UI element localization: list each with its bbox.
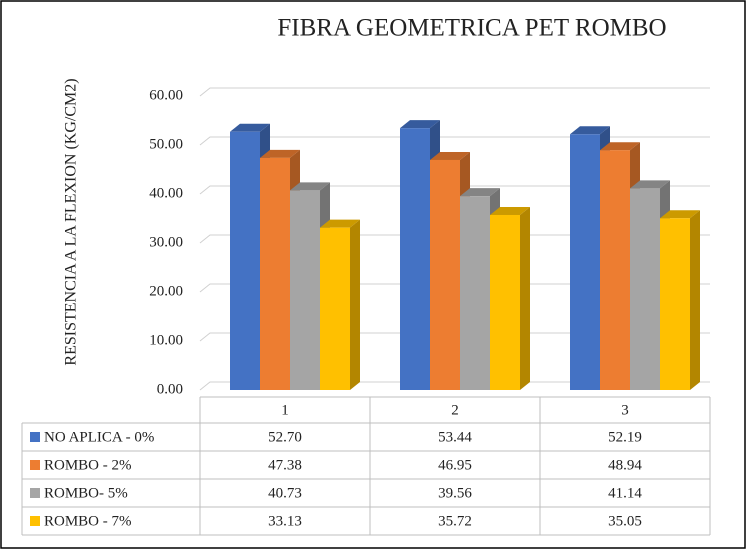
y-tick-label: 40.00 [149,185,183,201]
bar-top [600,142,640,151]
bar [600,150,630,390]
y-tick-label: 50.00 [149,136,183,152]
x-tick-label: 2 [451,402,459,418]
table-value: 47.38 [268,457,302,473]
bar-side [690,210,700,390]
bar [660,218,690,390]
grid-line [199,87,710,97]
bar [320,227,350,390]
table-value: 46.95 [438,457,472,473]
bar [460,196,490,390]
bar [230,131,260,390]
bar [260,157,290,390]
bar-top [320,219,360,228]
legend-swatch [30,432,40,442]
legend-label: ROMBO - 7% [44,513,132,529]
bar-top [570,126,610,135]
table-value: 33.13 [268,513,302,529]
chart-title: FIBRA GEOMETRICA PET ROMBO [277,15,666,42]
table-value: 39.56 [438,485,472,501]
y-tick-label: 10.00 [149,332,183,348]
bar-top [490,206,530,215]
bar [490,214,520,390]
x-tick-label: 3 [621,402,629,418]
bar-top [430,151,470,160]
y-tick-label: 60.00 [149,87,183,103]
table-value: 53.44 [438,429,472,445]
grid-line [199,234,710,244]
table-value: 48.94 [608,457,642,473]
grid-line [199,283,710,293]
legend-swatch [30,516,40,526]
bar-top [400,120,440,129]
grid-line [199,136,710,146]
bar [570,134,600,390]
y-tick-label: 0.00 [157,381,183,397]
bar-side [520,206,530,390]
bar-top [260,149,300,158]
table-value: 52.19 [608,429,642,445]
bar [630,188,660,390]
table-value: 35.05 [608,513,642,529]
table-value: 35.72 [438,513,472,529]
bar-top [630,180,670,189]
bar-top [230,123,270,132]
bar-top [290,182,330,191]
y-tick-label: 30.00 [149,234,183,250]
grid-line [199,381,710,391]
bar-top [660,210,700,219]
legend-label: ROMBO- 5% [44,485,128,501]
legend-label: ROMBO - 2% [44,457,132,473]
legend-label: NO APLICA - 0% [44,429,154,445]
grid-line [199,185,710,195]
x-tick-label: 1 [281,402,289,418]
y-axis-label: RESISTENCIA A LA FLEXION (KG/CM2) [63,78,80,365]
y-tick-label: 20.00 [149,283,183,299]
legend-swatch [30,488,40,498]
legend-swatch [30,460,40,470]
bar [430,159,460,390]
table-value: 52.70 [268,429,302,445]
bar [290,190,320,390]
table-value: 40.73 [268,485,302,501]
table-value: 41.14 [608,485,642,501]
grid-line [199,332,710,342]
bar-side [350,219,360,390]
bar-top [460,188,500,197]
bar [400,128,430,391]
